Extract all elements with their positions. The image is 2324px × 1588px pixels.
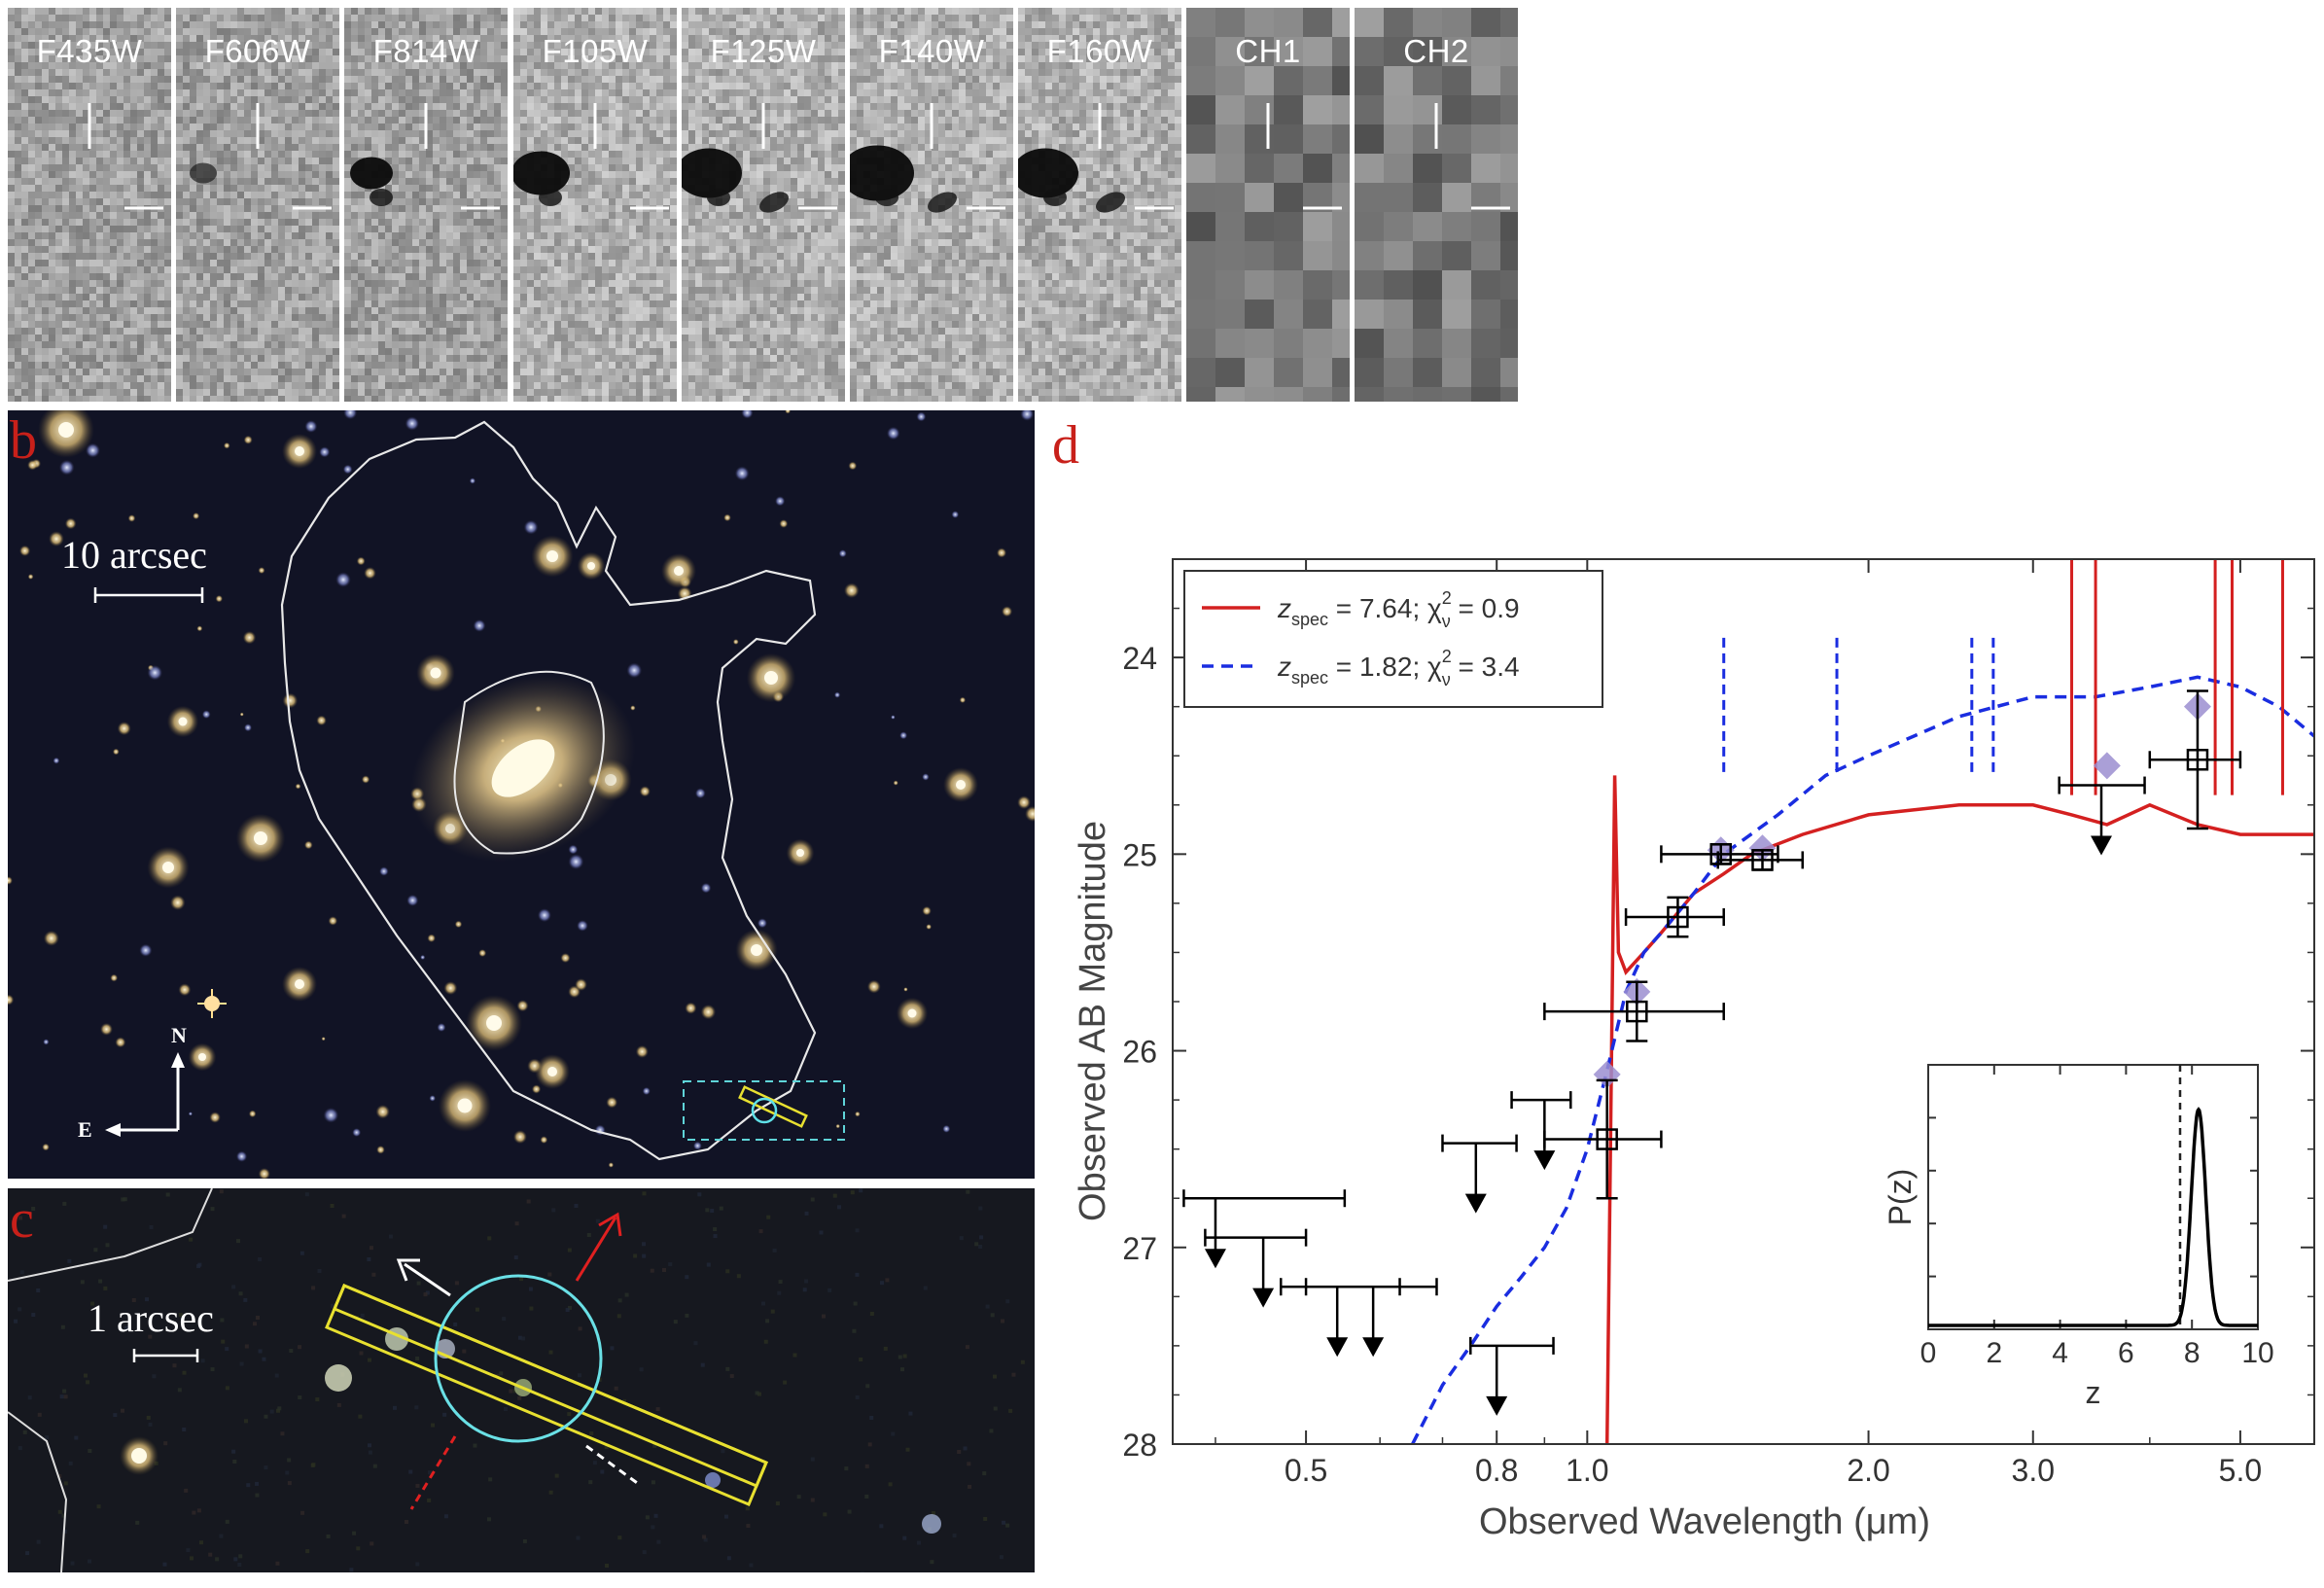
- filter-label-f125w: F125W: [710, 33, 817, 69]
- zoom-field-graphic: [8, 1188, 1035, 1572]
- inset-x-tick-label: 6: [2118, 1337, 2134, 1369]
- red-arrow: [575, 1217, 617, 1282]
- thumbnail-f435w: F435W: [8, 8, 171, 402]
- inset-x-tick-label: 0: [1920, 1337, 1937, 1369]
- thumbnail-f105w: F105W: [513, 8, 677, 402]
- inset-x-tick-label: 2: [1986, 1337, 2002, 1369]
- white-dashed-line: [585, 1444, 641, 1487]
- thumbnail-f125w: F125W: [682, 8, 845, 402]
- thumbnail-f160w: F160W: [1018, 8, 1181, 402]
- model-diamond: [1593, 1060, 1621, 1088]
- y-axis-label: Observed AB Magnitude: [1073, 821, 1113, 1221]
- inner-contour: [453, 670, 605, 855]
- legend-entry-2: zspec = 1.82; χ2 ν = 3.4: [1277, 647, 1520, 689]
- scale-label-10arcsec: 10 arcsec: [61, 533, 207, 577]
- x-tick-label: 2.0: [1847, 1453, 1889, 1488]
- photometry-points: [1182, 689, 2242, 1416]
- thumbnail-ch1: CH1: [1186, 8, 1350, 402]
- thumbnail-f814w: F814W: [344, 8, 508, 402]
- scale-label-1arcsec: 1 arcsec: [88, 1296, 214, 1340]
- curve-z182: [1411, 675, 2316, 1445]
- slit-outline: [738, 1085, 808, 1128]
- zoom-color-image: 1 arcsec: [8, 1188, 1035, 1572]
- pz-inset: 0 2 4 6 8 10 z P(z): [1883, 1064, 2274, 1410]
- x-tick-label: 5.0: [2219, 1453, 2262, 1488]
- background-noise: [14, 1188, 1025, 1572]
- photometry-detection: [1624, 896, 1725, 938]
- inset-x-label: z: [2086, 1375, 2101, 1410]
- filter-label-f435w: F435W: [36, 33, 143, 69]
- zoom-region-box: [683, 1080, 845, 1141]
- red-dashed-line: [409, 1435, 457, 1510]
- photometry-upper-limit: [1204, 1228, 1308, 1308]
- filter-label-f105w: F105W: [542, 33, 649, 69]
- filter-label-ch1: CH1: [1235, 33, 1301, 69]
- y-tick-label: 25: [1122, 837, 1157, 872]
- inset-y-label: P(z): [1883, 1169, 1918, 1226]
- x-tick-label: 0.5: [1285, 1453, 1327, 1488]
- photometry-upper-limit: [1182, 1189, 1347, 1269]
- pz-curve: [1928, 1107, 2258, 1327]
- photometry-upper-limit: [1469, 1336, 1555, 1416]
- photometry-upper-limit: [1304, 1278, 1401, 1358]
- photometry-detection: [1543, 1078, 1663, 1200]
- inset-x-tick-label: 4: [2052, 1337, 2068, 1369]
- y-tick-label: 27: [1122, 1231, 1157, 1266]
- x-axis-label: Observed Wavelength (μm): [1479, 1501, 1930, 1542]
- critical-curve-contour: [280, 420, 817, 1161]
- white-arrow: [404, 1262, 451, 1297]
- thumbnail-f606w: F606W: [176, 8, 339, 402]
- critical-curve-contour-c1: [8, 1188, 213, 1282]
- thumbnail-ch2: CH2: [1355, 8, 1518, 402]
- target-circle: [751, 1097, 778, 1124]
- filter-label-ch2: CH2: [1403, 33, 1469, 69]
- photometry-upper-limit: [1510, 1091, 1572, 1171]
- photometry-upper-limit: [1280, 1278, 1438, 1358]
- cluster-color-image: 10 arcsec N E: [8, 410, 1035, 1179]
- panel-label-c: c: [10, 1189, 34, 1250]
- filter-label-f160w: F160W: [1046, 33, 1153, 69]
- chart-legend: zspec = 7.64; χ2 ν = 0.9 zspec = 1.82; χ2 ν…: [1183, 570, 1603, 708]
- compass-north-label: N: [171, 1023, 187, 1047]
- photometry-upper-limit: [2058, 776, 2146, 856]
- x-tick-label: 1.0: [1566, 1453, 1608, 1488]
- filter-label-f606w: F606W: [204, 33, 311, 69]
- x-tick-label: 3.0: [2012, 1453, 2055, 1488]
- filter-label-f814w: F814W: [372, 33, 479, 69]
- panel-label-b: b: [10, 410, 37, 471]
- photometry-detection: [1716, 849, 1804, 871]
- inset-x-tick-label: 10: [2241, 1337, 2273, 1369]
- photometry-detection: [2148, 689, 2242, 830]
- extraction-circle: [434, 1274, 603, 1443]
- model-curves: [1411, 559, 2316, 1445]
- inset-x-tick-label: 8: [2184, 1337, 2201, 1369]
- photometry-upper-limit: [1441, 1134, 1518, 1214]
- thumbnail-f140w: F140W: [850, 8, 1013, 402]
- photometry-detection: [1543, 980, 1725, 1042]
- x-tick-label: 0.8: [1475, 1453, 1518, 1488]
- y-tick-label: 26: [1122, 1035, 1157, 1070]
- filter-label-f140w: F140W: [878, 33, 985, 69]
- cluster-field-graphic: [8, 410, 1035, 1179]
- model-diamond: [2093, 752, 2121, 780]
- y-tick-label: 24: [1122, 641, 1157, 676]
- compass-east-label: E: [78, 1117, 92, 1142]
- critical-curve-contour-c2: [8, 1411, 68, 1572]
- y-tick-label: 28: [1122, 1428, 1157, 1463]
- legend-entry-1: zspec = 7.64; χ2 ν = 0.9: [1277, 588, 1520, 631]
- curve-z764: [1604, 775, 2314, 1445]
- panel-label-d: d: [1052, 415, 1079, 476]
